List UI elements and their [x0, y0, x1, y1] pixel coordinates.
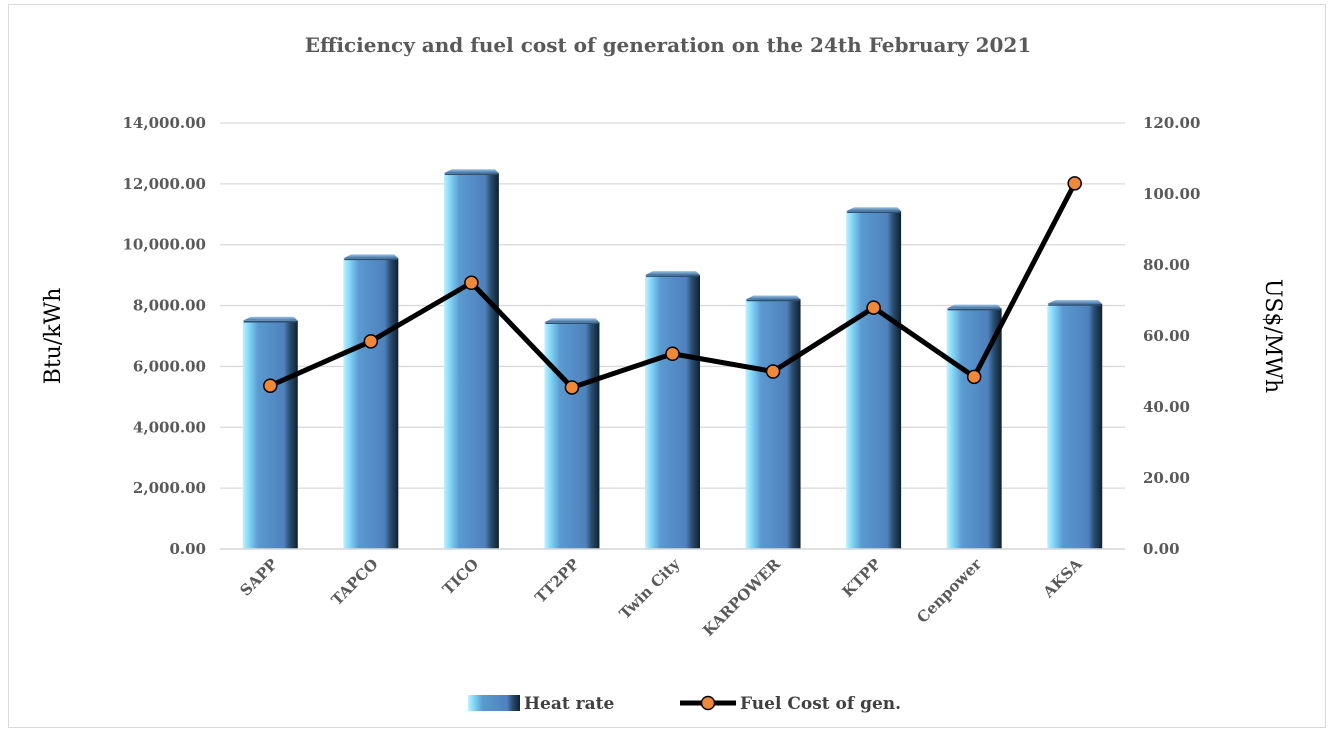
heat-rate-bar: [946, 304, 1002, 549]
legend-swatch-fuel-cost-marker: [700, 695, 716, 711]
y-left-tick-label: 10,000.00: [122, 236, 206, 254]
fuel-cost-marker: [866, 300, 881, 315]
fuel-cost-marker: [464, 275, 479, 290]
legend-label-heat-rate: Heat rate: [524, 694, 614, 714]
bar-body: [343, 258, 399, 549]
x-tick-label: AKSA: [1039, 555, 1086, 602]
y-left-tick-label: 14,000.00: [122, 114, 206, 132]
heat-rate-bar: [846, 207, 902, 549]
bar-top: [846, 207, 902, 212]
bar-body: [443, 173, 499, 549]
fuel-cost-marker: [363, 334, 379, 349]
x-tick-label: TAPCO: [328, 555, 382, 609]
x-tick-label: TICO: [439, 555, 482, 598]
heat-rate-bar: [343, 254, 399, 549]
legend: Heat rate Fuel Cost of gen.: [468, 694, 901, 714]
x-tick-label: SAPP: [237, 555, 282, 600]
heat-rate-bar: [745, 295, 801, 549]
fuel-cost-line: [263, 176, 1082, 395]
y-right-tick-label: 100.00: [1143, 185, 1200, 203]
y-right-tick-label: 0.00: [1143, 540, 1180, 558]
heat-rate-bar: [242, 316, 298, 549]
fuel-cost-marker: [665, 346, 680, 361]
fuel-cost-marker: [263, 378, 278, 393]
bar-body: [846, 211, 902, 549]
bar-top: [544, 318, 600, 323]
y-left-tick-label: 6,000.00: [133, 357, 206, 375]
x-tick-label: Twin City: [616, 554, 684, 622]
bar-top: [645, 271, 700, 276]
legend-swatch-heat-rate: [468, 695, 520, 711]
fuel-cost-marker: [1067, 176, 1082, 191]
bar-body: [1047, 304, 1103, 549]
heat-rate-bar: [645, 271, 700, 549]
y-right-tick-label: 120.00: [1143, 114, 1200, 132]
x-tick-label: KTPP: [839, 555, 885, 601]
bar-top: [343, 254, 399, 259]
y-left-tick-label: 0.00: [169, 540, 206, 558]
fuel-cost-marker: [966, 369, 982, 385]
heat-rate-bar: [443, 169, 499, 549]
y-right-tick-label: 80.00: [1143, 256, 1190, 274]
bar-top: [242, 316, 298, 321]
x-tick-label: KARPOWER: [699, 555, 784, 640]
legend-label-fuel-cost: Fuel Cost of gen.: [740, 694, 901, 714]
bar-body: [645, 275, 700, 549]
y-right-tick-label: 20.00: [1143, 469, 1190, 487]
y-right-tick-label: 60.00: [1143, 327, 1190, 345]
y-left-axis-title: Btu/kWh: [41, 288, 66, 385]
y-left-tick-label: 4,000.00: [133, 418, 206, 436]
bar-top: [946, 304, 1002, 309]
y-right-axis-title: US$/MWh: [1260, 279, 1285, 393]
y-left-tick-label: 8,000.00: [133, 297, 206, 315]
bar-top: [1047, 300, 1103, 305]
bar-top: [443, 169, 499, 174]
heat-rate-bars: [242, 169, 1103, 549]
bar-top: [745, 295, 801, 300]
bar-body: [242, 320, 298, 549]
y-left-tick-label: 2,000.00: [133, 479, 206, 497]
y-left-tick-label: 12,000.00: [122, 175, 206, 193]
x-tick-label: Cenpower: [913, 554, 985, 626]
x-tick-label: TT2PP: [531, 555, 582, 606]
heat-rate-bar: [544, 318, 600, 549]
y-right-tick-label: 40.00: [1143, 398, 1190, 416]
bar-body: [946, 308, 1002, 549]
fuel-cost-marker: [765, 364, 781, 379]
chart-title: Efficiency and fuel cost of generation o…: [304, 33, 1032, 57]
heat-rate-bar: [1047, 300, 1103, 549]
bar-body: [544, 322, 600, 549]
bar-body: [745, 299, 801, 549]
fuel-cost-marker: [564, 380, 580, 395]
